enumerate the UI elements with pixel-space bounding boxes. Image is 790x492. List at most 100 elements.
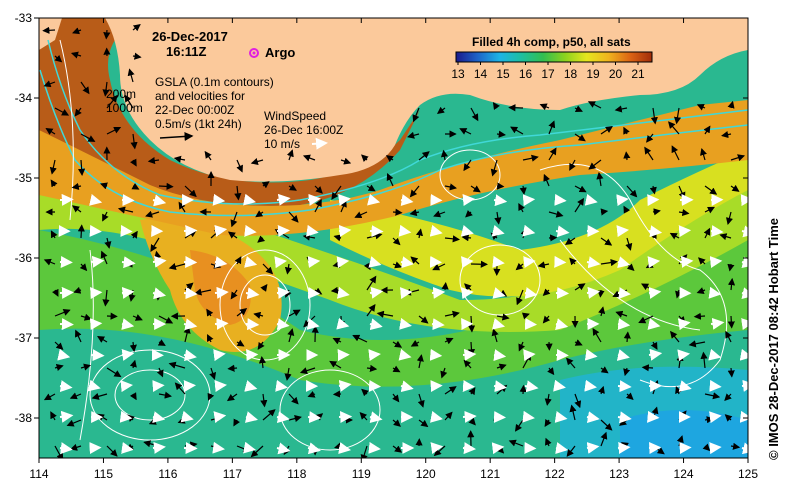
velocity-arrow — [50, 230, 58, 239]
velocity-arrow — [470, 107, 479, 122]
wind-arrow — [152, 441, 166, 454]
wind-arrow — [214, 286, 229, 299]
x-tick-label: 119 — [352, 467, 371, 481]
wind-arrow — [183, 380, 197, 392]
velocity-arrow — [600, 259, 618, 267]
wind-arrow — [647, 318, 661, 330]
velocity-arrow — [623, 151, 631, 161]
isobath-200m — [47, 39, 748, 205]
wind-arrow — [648, 225, 663, 238]
velocity-arrow — [329, 360, 342, 369]
wind-arrow — [616, 225, 630, 238]
velocity-arrow — [623, 367, 631, 377]
velocity-arrow — [693, 312, 706, 320]
wind-arrow — [306, 318, 320, 330]
velocity-arrow — [124, 94, 134, 109]
colorbar-labels: 13 14 15 16 17 18 19 20 21 — [451, 62, 645, 81]
wind-arrow — [648, 348, 663, 361]
velocity-arrow — [288, 183, 297, 191]
wind-arrow — [460, 256, 474, 269]
wind-arrow — [741, 256, 748, 269]
wind-scale-arrow — [311, 137, 328, 150]
velocity-arrow — [444, 183, 457, 191]
wind-arrow — [121, 348, 135, 361]
wind-arrow — [121, 318, 135, 330]
velocity-arrow — [262, 263, 274, 275]
wind-arrow — [709, 411, 722, 424]
velocity-arrow — [496, 363, 507, 371]
velocity-arrow — [207, 334, 214, 343]
colorbar-tick-label: 14 — [474, 67, 488, 81]
wind-arrow — [708, 348, 722, 361]
x-tick-label: 124 — [674, 467, 694, 481]
velocity-arrow — [574, 185, 587, 193]
colorbar-tick-label: 16 — [519, 67, 533, 81]
velocity-arrow — [250, 445, 264, 458]
velocity-arrow — [436, 106, 446, 115]
velocity-arrow — [510, 126, 524, 135]
velocity-arrow — [288, 393, 299, 405]
velocity-arrow — [547, 367, 555, 376]
wind-arrow — [274, 256, 288, 269]
wind-arrow — [431, 286, 446, 299]
velocity-arrow — [253, 311, 264, 319]
wind-arrow — [90, 255, 105, 268]
velocity-arrow — [52, 288, 59, 297]
velocity-arrow — [73, 286, 82, 294]
wind-arrow — [524, 318, 538, 330]
velocity-arrow — [206, 308, 214, 317]
velocity-arrow — [156, 367, 164, 378]
x-tick-label: 118 — [287, 467, 306, 481]
wind-arrow — [741, 287, 748, 300]
velocity-arrow — [444, 337, 454, 345]
wind-arrow — [57, 348, 71, 361]
wind-arrow — [307, 287, 321, 299]
wind-arrow — [553, 379, 566, 392]
y-tick-label: -38 — [15, 411, 33, 425]
wind-arrow — [741, 318, 748, 330]
velocity-arrow — [287, 328, 295, 343]
velocity-arrow — [71, 182, 82, 190]
velocity-arrow — [72, 27, 82, 35]
velocity-arrow — [302, 233, 316, 241]
isobath-1000-label: 1000m — [106, 101, 143, 115]
velocity-arrow — [444, 411, 453, 421]
wind-arrow — [678, 380, 692, 392]
velocity-arrow — [288, 309, 301, 317]
x-tick-label: 117 — [223, 467, 242, 481]
velocity-arrow — [675, 289, 683, 299]
argo-label: Argo — [265, 45, 295, 60]
velocity-arrow — [418, 419, 429, 428]
velocity-arrow — [574, 339, 583, 346]
wind-arrow — [648, 286, 662, 299]
wind-arrow — [709, 442, 722, 455]
wind-arrow — [276, 318, 290, 331]
wind-arrow — [584, 348, 598, 361]
wind-arrow — [493, 349, 507, 361]
velocity-arrow — [574, 105, 583, 112]
wind-arrow — [276, 411, 290, 424]
wind-arrow — [152, 194, 167, 207]
velocity-arrow — [704, 206, 716, 214]
velocity-arrow — [102, 289, 110, 307]
wind-arrow — [398, 348, 412, 361]
wind-label-2: 26-Dec 16:00Z — [264, 123, 343, 137]
velocity-arrow — [444, 310, 460, 318]
velocity-arrow — [418, 315, 429, 324]
velocity-arrow — [173, 155, 186, 163]
colorbar-tick-label: 13 — [451, 67, 465, 81]
velocity-arrow — [514, 419, 524, 432]
velocity-arrow — [257, 235, 266, 243]
velocity-arrow — [727, 277, 736, 291]
velocity-arrow — [392, 393, 400, 403]
velocity-arrow — [226, 393, 238, 402]
velocity-arrow — [361, 154, 369, 162]
wind-arrow — [523, 349, 536, 362]
velocity-arrow — [234, 256, 242, 265]
velocity-arrow — [444, 386, 457, 395]
wind-arrow — [307, 411, 322, 424]
velocity-arrow — [623, 205, 631, 214]
velocity-arrow — [102, 81, 110, 97]
wind-arrow — [212, 441, 226, 454]
wind-arrow — [306, 224, 319, 237]
